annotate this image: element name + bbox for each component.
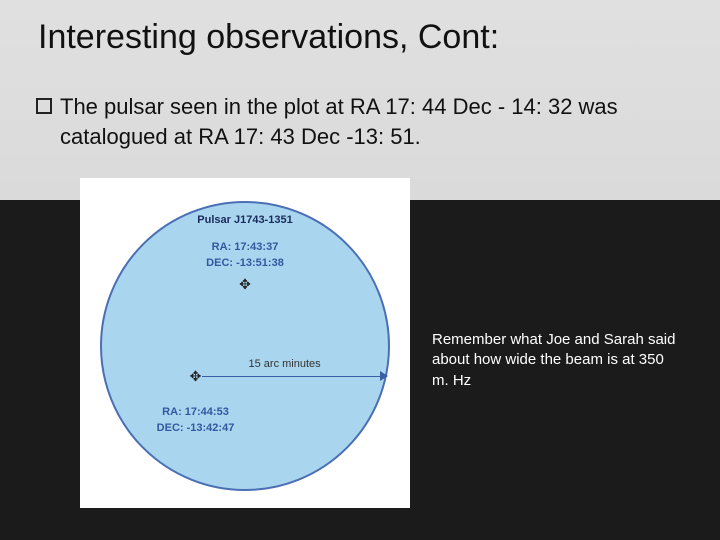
bullet-text: The pulsar seen in the plot at RA 17: 44… bbox=[60, 92, 690, 151]
arrow-label: 15 arc minutes bbox=[249, 358, 321, 370]
arrow-head-icon bbox=[380, 371, 388, 381]
point1-dec: DEC: -13:51:38 bbox=[206, 257, 284, 269]
crosshair-icon: ✥ bbox=[239, 277, 251, 291]
bullet-item: The pulsar seen in the plot at RA 17: 44… bbox=[36, 92, 690, 151]
pulsar-name-label: Pulsar J1743-1351 bbox=[197, 214, 292, 226]
slide: Interesting observations, Cont: The puls… bbox=[0, 0, 720, 540]
point2-ra: RA: 17:44:53 bbox=[162, 406, 229, 418]
pulsar-diagram: Pulsar J1743-1351 RA: 17:43:37 DEC: -13:… bbox=[80, 178, 410, 508]
crosshair-icon: ✥ bbox=[190, 369, 202, 383]
point1-ra: RA: 17:43:37 bbox=[212, 241, 279, 253]
slide-title: Interesting observations, Cont: bbox=[38, 18, 499, 57]
square-bullet-icon bbox=[36, 98, 52, 114]
side-note: Remember what Joe and Sarah said about h… bbox=[432, 330, 682, 391]
point2-dec: DEC: -13:42:47 bbox=[157, 422, 235, 434]
radius-arrow bbox=[202, 376, 380, 377]
